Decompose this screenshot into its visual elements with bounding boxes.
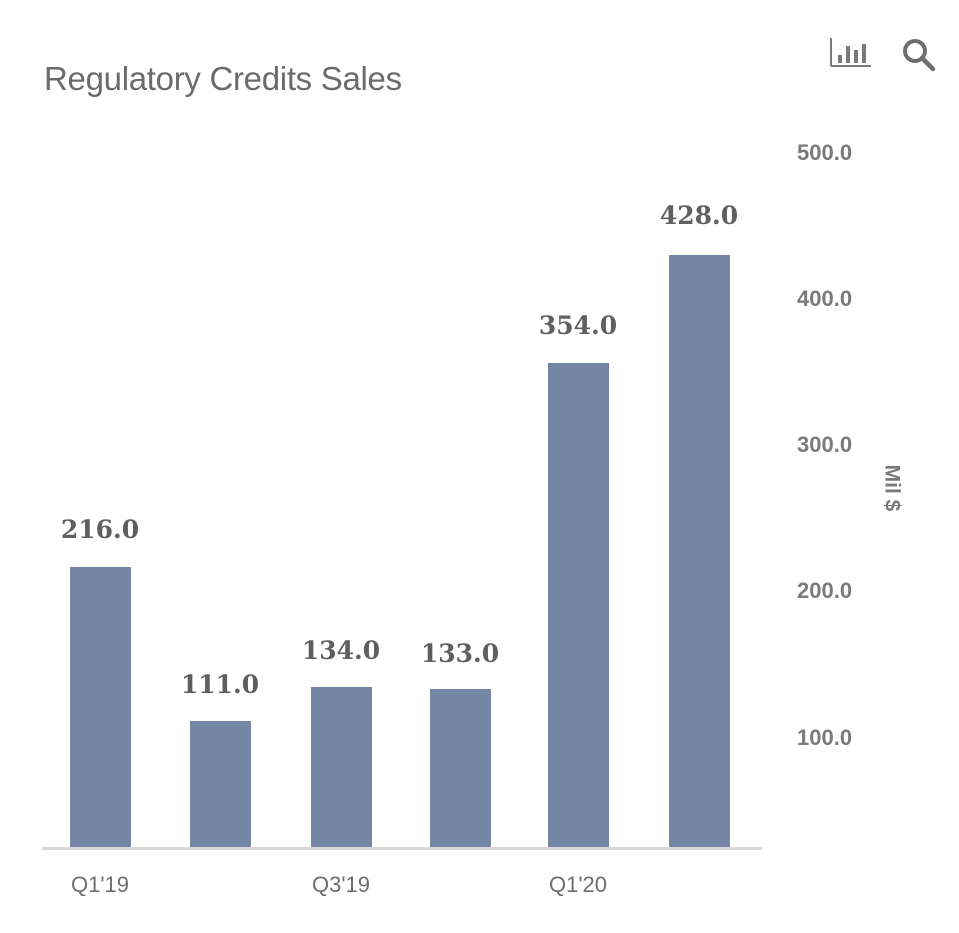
x-tick-label: Q1'20 (548, 872, 608, 897)
bar-q3-19[interactable] (311, 687, 372, 848)
bar-q1-19[interactable] (70, 567, 131, 848)
y-tick-label: 100.0 (797, 725, 853, 750)
x-tick-label: Q3'19 (311, 872, 371, 897)
y-axis-label: Mil $ (880, 464, 904, 512)
y-tick-label: 400.0 (797, 286, 853, 311)
y-tick-label: 200.0 (797, 578, 853, 603)
bar-value-label: 111.0 (180, 670, 260, 699)
bar-q2-19[interactable] (190, 721, 251, 848)
bar-q2-20[interactable] (669, 255, 730, 848)
bar-chart-icon[interactable] (829, 36, 873, 75)
bar-value-label: 428.0 (659, 201, 739, 230)
x-tick-label: Q1'19 (70, 872, 130, 897)
bar-value-label: 216.0 (60, 515, 140, 544)
x-axis-line (42, 847, 762, 850)
y-tick-label: 300.0 (797, 432, 853, 457)
bar-q1-20[interactable] (548, 363, 609, 848)
y-tick-label: 500.0 (797, 140, 853, 165)
bar-value-label: 354.0 (538, 311, 618, 340)
bar-q4-19[interactable] (430, 689, 491, 848)
bar-value-label: 133.0 (420, 639, 500, 668)
chart-title: Regulatory Credits Sales (44, 60, 402, 97)
search-icon[interactable] (900, 36, 938, 79)
bar-value-label: 134.0 (301, 636, 381, 665)
